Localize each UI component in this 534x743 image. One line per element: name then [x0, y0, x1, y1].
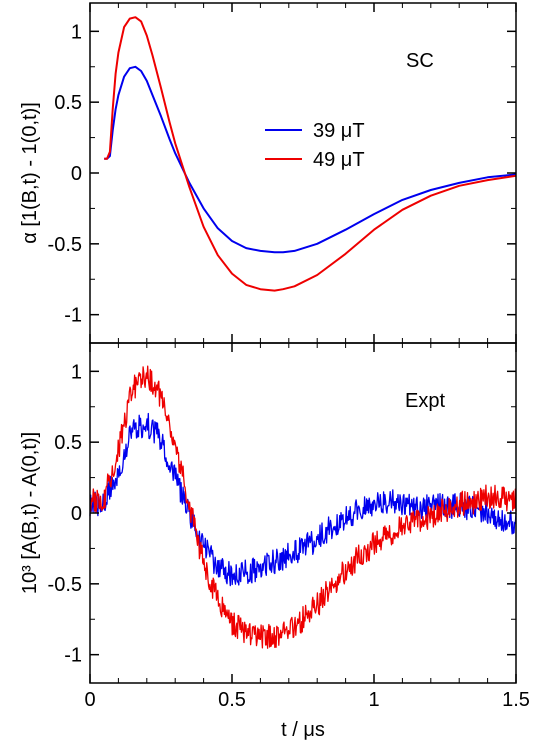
x-tick-label: 1 [368, 689, 379, 711]
panel-sc-y-axis-label: α [1(B,t) - 1(0,t)] [19, 102, 41, 244]
panel-sc-ticks: 1 0.5 0 -0.5 -1 [48, 3, 517, 343]
panel-sc-label: SC [406, 50, 434, 72]
legend-label-39: 39 μT [313, 120, 365, 142]
panel-sc: 1 0.5 0 -0.5 -1 SC α [1(B,t) - 1(0,t)] 39 μT… [19, 2, 517, 344]
x-tick-label: 0.5 [218, 689, 246, 711]
y-tick-label: -0.5 [48, 574, 82, 596]
panel-expt-y-axis-label: 10³ [A(B,t) - A(0,t)] [19, 432, 41, 594]
x-tick-label: 0 [84, 689, 95, 711]
panel-expt: 1 0.5 0 -0.5 -1 Expt 10³ [A(B,t) - A(0,t)] [19, 342, 517, 684]
y-tick-label: 0 [71, 503, 82, 525]
y-tick-label: 0 [71, 163, 82, 185]
x-tick-label: 1.5 [502, 689, 530, 711]
x-axis-label: t / μs [281, 719, 325, 741]
y-tick-label: -1 [64, 305, 82, 327]
legend-label-49: 49 μT [313, 149, 365, 171]
panel-sc-plot-lines [104, 16, 517, 292]
y-tick-label: 1 [71, 361, 82, 383]
panel-expt-ticks: 1 0.5 0 -0.5 -1 [48, 343, 517, 683]
x-axis-tick-labels: 0 0.5 1 1.5 [84, 689, 529, 711]
series-line-39 [104, 65, 517, 254]
y-tick-label: 1 [71, 21, 82, 43]
legend: 39 μT 49 μT [265, 120, 365, 171]
series-line-49 [104, 16, 517, 292]
series-line-49 [89, 365, 517, 649]
y-tick-label: -0.5 [48, 234, 82, 256]
y-tick-label: 0.5 [54, 92, 82, 114]
y-tick-label: -1 [64, 645, 82, 667]
panel-sc-frame [89, 2, 517, 344]
y-tick-label: 0.5 [54, 432, 82, 454]
panel-expt-label: Expt [405, 390, 445, 412]
panel-expt-plot-lines [89, 365, 517, 649]
series-line-39 [89, 412, 517, 587]
